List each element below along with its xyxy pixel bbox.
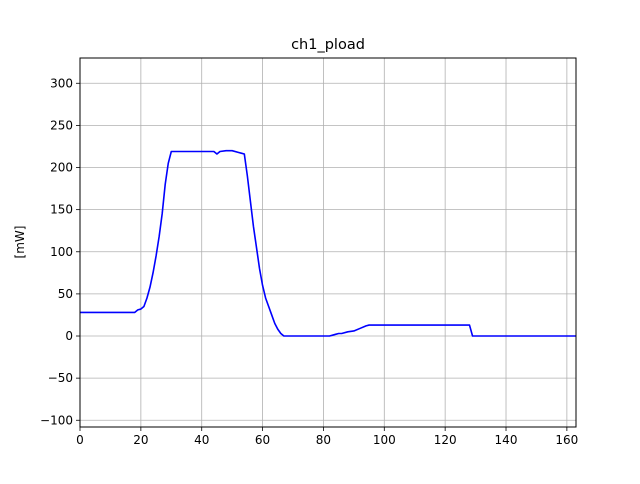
- y-tick-label: 0: [65, 329, 73, 343]
- y-tick-label: 50: [58, 287, 73, 301]
- plot-area-frame: [79, 57, 577, 428]
- y-tick-label: 300: [50, 76, 73, 90]
- grid-lines: [79, 58, 576, 427]
- y-tick-label: 250: [50, 118, 73, 132]
- y-tick-label: −50: [48, 371, 73, 385]
- x-tick-label: 100: [373, 433, 396, 447]
- x-tick-label: 60: [255, 433, 270, 447]
- x-tick-label: 80: [316, 433, 331, 447]
- y-tick-label: −100: [40, 413, 73, 427]
- y-axis-ticks: −100 −50 0 50 100 150 200 250 300: [40, 76, 80, 427]
- x-tick-label: 40: [194, 433, 209, 447]
- x-tick-label: 160: [555, 433, 578, 447]
- x-tick-label: 140: [495, 433, 518, 447]
- series-line: [80, 149, 576, 337]
- series-layer: [80, 149, 576, 337]
- x-axis-ticks: 0 20 40 60 80 100 120 140 160: [76, 427, 578, 447]
- y-tick-label: 100: [50, 245, 73, 259]
- y-axis-label: [mW]: [13, 226, 27, 259]
- x-tick-label: 0: [76, 433, 84, 447]
- x-tick-label: 20: [133, 433, 148, 447]
- y-tick-label: 150: [50, 203, 73, 217]
- y-tick-label: 200: [50, 161, 73, 175]
- chart-title: ch1_pload: [291, 37, 365, 53]
- x-tick-label: 120: [434, 433, 457, 447]
